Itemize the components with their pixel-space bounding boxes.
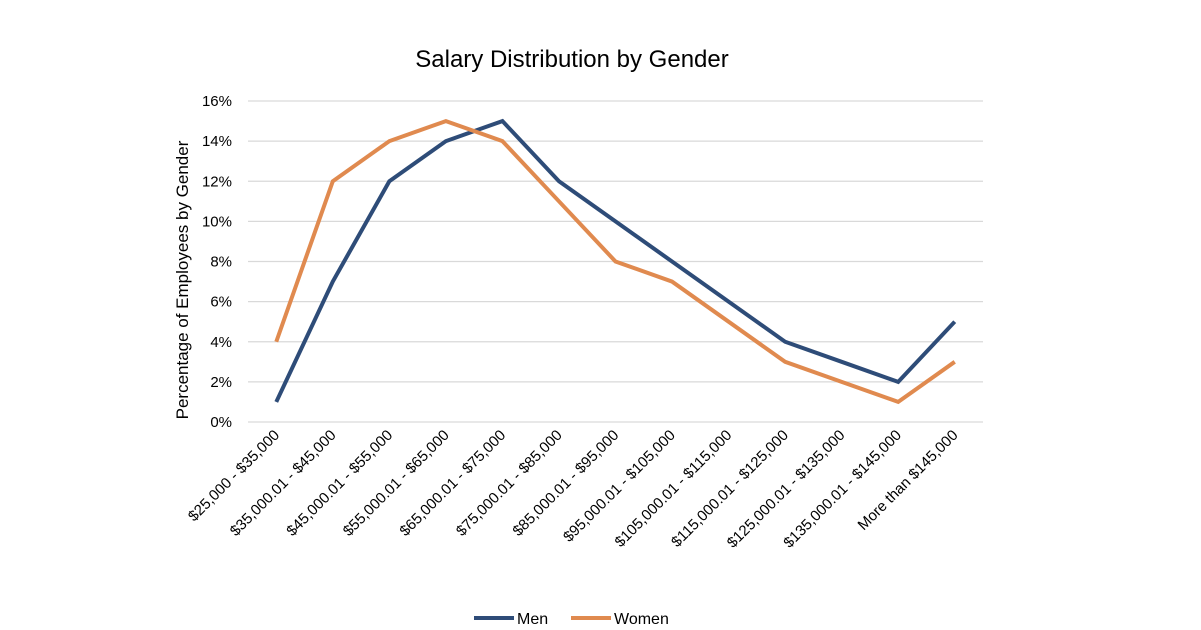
y-tick-label: 10% (202, 213, 232, 230)
x-tick-label: $25,000 - $35,000 (185, 427, 283, 525)
x-tick-label: More than $145,000 (855, 427, 962, 534)
series-line-men (274, 118, 957, 403)
y-tick-label: 8% (210, 254, 232, 271)
y-tick-label: 12% (202, 173, 232, 190)
series-line-women (274, 118, 956, 405)
y-tick-label: 2% (210, 374, 232, 391)
legend-label-men: Men (517, 611, 548, 628)
y-tick-label: 14% (202, 133, 232, 150)
y-axis-label: Percentage of Employees by Gender (173, 140, 192, 419)
y-tick-label: 16% (202, 93, 232, 110)
chart-title: Salary Distribution by Gender (415, 46, 728, 73)
x-tick-label: $65,000.01 - $75,000 (396, 427, 509, 540)
y-tick-label: 4% (210, 334, 232, 351)
x-tick-label: $85,000.01 - $95,000 (509, 427, 622, 540)
y-tick-label: 6% (210, 294, 232, 311)
x-tick-label: $55,000.01 - $65,000 (340, 427, 453, 540)
x-tick-label: $35,000.01 - $45,000 (227, 427, 340, 540)
x-tick-label: $75,000.01 - $85,000 (453, 427, 566, 540)
x-tick-label: $45,000.01 - $55,000 (283, 427, 396, 540)
y-tick-label: 0% (210, 414, 232, 431)
x-tick-label: $95,000.01 - $105,000 (560, 427, 679, 546)
legend-label-women: Women (614, 611, 669, 628)
